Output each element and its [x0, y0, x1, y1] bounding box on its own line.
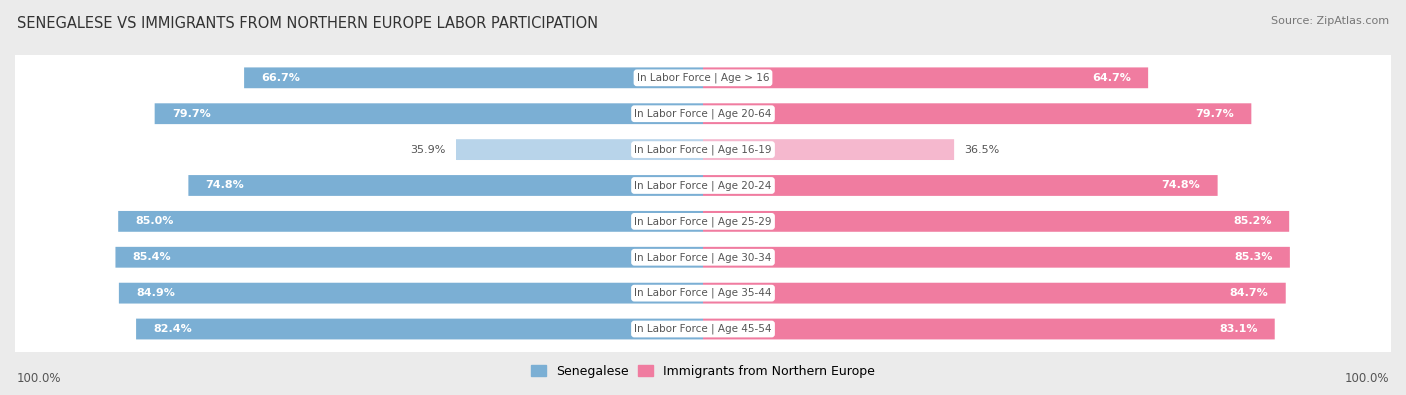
FancyBboxPatch shape: [703, 283, 1285, 303]
Text: 74.8%: 74.8%: [1161, 181, 1201, 190]
Text: 35.9%: 35.9%: [411, 145, 446, 154]
FancyBboxPatch shape: [188, 175, 703, 196]
Text: In Labor Force | Age 20-64: In Labor Force | Age 20-64: [634, 109, 772, 119]
Legend: Senegalese, Immigrants from Northern Europe: Senegalese, Immigrants from Northern Eur…: [526, 360, 880, 383]
Text: 85.0%: 85.0%: [135, 216, 174, 226]
Text: In Labor Force | Age 30-34: In Labor Force | Age 30-34: [634, 252, 772, 263]
Text: 85.2%: 85.2%: [1233, 216, 1272, 226]
Text: In Labor Force | Age > 16: In Labor Force | Age > 16: [637, 73, 769, 83]
Text: 85.4%: 85.4%: [132, 252, 172, 262]
FancyBboxPatch shape: [4, 115, 1402, 184]
Text: 85.3%: 85.3%: [1234, 252, 1272, 262]
Text: In Labor Force | Age 45-54: In Labor Force | Age 45-54: [634, 324, 772, 334]
FancyBboxPatch shape: [115, 247, 703, 268]
FancyBboxPatch shape: [4, 43, 1402, 113]
Text: 84.9%: 84.9%: [136, 288, 174, 298]
FancyBboxPatch shape: [703, 319, 1275, 339]
Text: In Labor Force | Age 35-44: In Labor Force | Age 35-44: [634, 288, 772, 298]
FancyBboxPatch shape: [155, 103, 703, 124]
Text: 82.4%: 82.4%: [153, 324, 193, 334]
Text: 100.0%: 100.0%: [1344, 372, 1389, 385]
Text: 100.0%: 100.0%: [17, 372, 62, 385]
FancyBboxPatch shape: [456, 139, 703, 160]
Text: SENEGALESE VS IMMIGRANTS FROM NORTHERN EUROPE LABOR PARTICIPATION: SENEGALESE VS IMMIGRANTS FROM NORTHERN E…: [17, 16, 598, 31]
Text: Source: ZipAtlas.com: Source: ZipAtlas.com: [1271, 16, 1389, 26]
FancyBboxPatch shape: [118, 211, 703, 232]
Text: 84.7%: 84.7%: [1230, 288, 1268, 298]
FancyBboxPatch shape: [703, 211, 1289, 232]
FancyBboxPatch shape: [245, 68, 703, 88]
FancyBboxPatch shape: [4, 294, 1402, 364]
FancyBboxPatch shape: [703, 103, 1251, 124]
Text: 79.7%: 79.7%: [172, 109, 211, 119]
Text: 66.7%: 66.7%: [262, 73, 299, 83]
Text: 36.5%: 36.5%: [965, 145, 1000, 154]
FancyBboxPatch shape: [4, 186, 1402, 256]
Text: 83.1%: 83.1%: [1219, 324, 1257, 334]
FancyBboxPatch shape: [4, 222, 1402, 292]
Text: 64.7%: 64.7%: [1092, 73, 1130, 83]
FancyBboxPatch shape: [703, 175, 1218, 196]
Text: In Labor Force | Age 25-29: In Labor Force | Age 25-29: [634, 216, 772, 227]
FancyBboxPatch shape: [136, 319, 703, 339]
Text: In Labor Force | Age 16-19: In Labor Force | Age 16-19: [634, 144, 772, 155]
FancyBboxPatch shape: [4, 258, 1402, 328]
FancyBboxPatch shape: [4, 150, 1402, 220]
FancyBboxPatch shape: [4, 79, 1402, 149]
FancyBboxPatch shape: [703, 139, 955, 160]
Text: 74.8%: 74.8%: [205, 181, 245, 190]
FancyBboxPatch shape: [703, 68, 1149, 88]
FancyBboxPatch shape: [703, 247, 1289, 268]
Text: In Labor Force | Age 20-24: In Labor Force | Age 20-24: [634, 180, 772, 191]
Text: 79.7%: 79.7%: [1195, 109, 1234, 119]
FancyBboxPatch shape: [120, 283, 703, 303]
